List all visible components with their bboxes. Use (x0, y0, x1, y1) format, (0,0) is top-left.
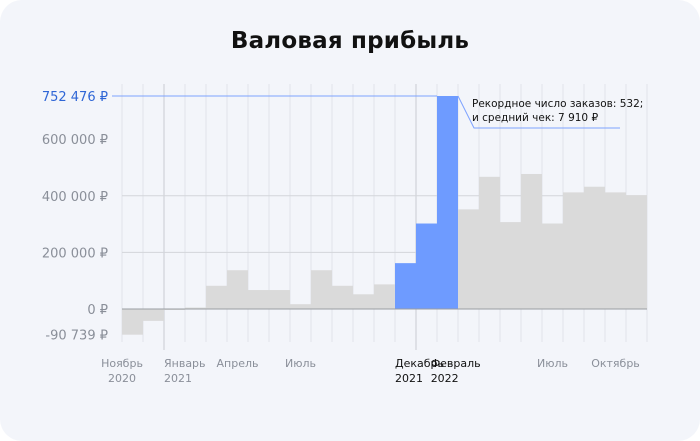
bar-2022-09 (584, 186, 605, 309)
bar-2021-05 (248, 290, 269, 309)
y-tick-label: 752 476 ₽ (42, 90, 108, 105)
bar-2022-01 (416, 223, 437, 309)
x-tick-label: Ноябрь (101, 357, 143, 370)
y-tick-label: 200 000 ₽ (42, 246, 108, 261)
x-tick-label-year: 2021 (164, 372, 192, 385)
bar-2022-07 (542, 223, 563, 309)
annotation-line-1: Рекордное число заказов: 532; (472, 98, 643, 110)
bar-2020-11 (122, 309, 143, 335)
x-tick-label: Июль (537, 357, 568, 370)
bar-2021-09 (332, 285, 353, 309)
bar-2022-03 (458, 209, 479, 309)
bar-2021-02 (185, 307, 206, 309)
y-tick-label: 0 ₽ (87, 303, 108, 318)
bar-2022-04 (479, 176, 500, 309)
y-tick-label: 400 000 ₽ (42, 190, 108, 205)
y-tick-label: -90 739 ₽ (45, 329, 108, 344)
bar-2021-08 (311, 270, 332, 309)
bar-2022-02 (437, 96, 458, 309)
bar-2021-03 (206, 285, 227, 309)
bar-2022-06 (521, 173, 542, 309)
x-tick-label-year: 2021 (395, 372, 423, 385)
bar-2022-05 (500, 222, 521, 309)
x-tick-label: Январь (164, 357, 206, 370)
annotation-line-2: и средний чек: 7 910 ₽ (472, 112, 598, 124)
bar-2021-04 (227, 270, 248, 309)
x-tick-label: Декабрь – (395, 357, 453, 370)
bar-2020-12 (143, 309, 164, 321)
x-tick-label: Июль (285, 357, 316, 370)
x-tick-label: Февраль (431, 357, 481, 370)
x-tick-label: Октябрь (591, 357, 640, 370)
bar-2021-12 (395, 263, 416, 309)
bar-2021-07 (290, 304, 311, 309)
bar-2022-11 (626, 195, 647, 309)
chart-title: Валовая прибыль (230, 28, 470, 54)
y-tick-label: 600 000 ₽ (42, 133, 108, 148)
bar-2021-10 (353, 294, 374, 309)
x-tick-label-year: 2022 (431, 372, 459, 385)
bar-2021-06 (269, 290, 290, 309)
x-tick-label: Апрель (217, 357, 259, 370)
bar-2021-11 (374, 284, 395, 309)
bar-2022-08 (563, 192, 584, 309)
bar-2022-10 (605, 192, 626, 309)
annotation-leader-line (457, 95, 620, 129)
x-tick-label-year: 2020 (108, 372, 136, 385)
